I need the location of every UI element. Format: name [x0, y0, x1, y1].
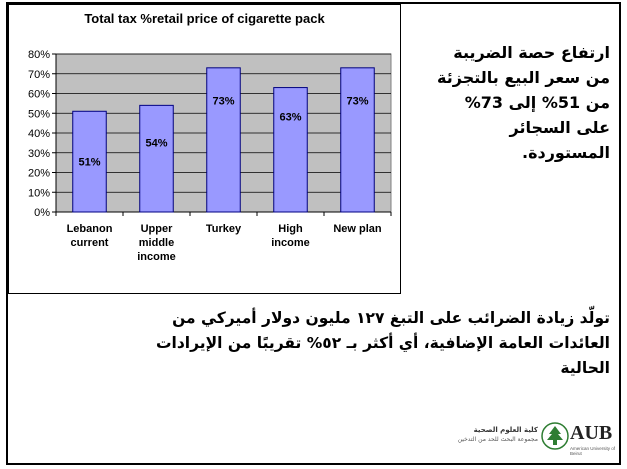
logo-arabic-line1: كلية العلوم الصحية [473, 426, 538, 434]
side-text-line: على السجائر [509, 118, 611, 137]
x-tick-label-line: Turkey [206, 223, 242, 235]
x-tick-label: High income [271, 223, 310, 249]
y-tick-label: 60% [28, 89, 50, 101]
logo-name: AUB [570, 422, 613, 444]
data-label: 73% [212, 96, 234, 108]
x-tick-label: New plan [333, 223, 382, 235]
chart-title: Total tax %retail price of cigarette pac… [84, 11, 325, 26]
x-tick-label-line: current [71, 237, 109, 249]
x-tick-label-line: New plan [333, 223, 382, 235]
x-tick-label-line: High [278, 223, 303, 235]
bar [72, 110, 107, 213]
x-tick-label-line: Lebanon [67, 223, 113, 235]
side-text-line: من سعر البيع بالتجزئة [437, 68, 610, 87]
logo-subtitle: American University of Beirut [570, 446, 616, 456]
y-tick-label: 20% [28, 168, 50, 180]
logo-arabic-line2: مجموعة البحث للحد من التدخين [457, 436, 538, 443]
data-label: 73% [346, 96, 368, 108]
x-tick-label: Upper middle income [137, 223, 176, 263]
bar [206, 67, 241, 213]
y-tick-label: 50% [28, 108, 50, 120]
bottom-text-line: الحالية [560, 359, 610, 377]
data-label: 63% [279, 111, 301, 123]
cedar-tree-icon [541, 422, 569, 450]
y-tick-label: 40% [28, 128, 50, 140]
side-text-line: من 51% إلى 73% [464, 93, 610, 112]
x-tick-label-line: middle [139, 237, 174, 249]
data-label: 54% [145, 138, 167, 150]
y-tick-label: 70% [28, 69, 50, 81]
x-tick-label: Lebanon current [67, 223, 113, 249]
bottom-text: تولّد زيادة الضرائب على التبغ ١٢٧ مليون … [22, 306, 610, 381]
y-tick-label: 80% [28, 49, 50, 61]
aub-logo: كلية العلوم الصحية مجموعة البحث للحد من … [430, 418, 616, 462]
side-text-line: المستوردة. [521, 143, 610, 162]
y-tick-label: 10% [28, 187, 50, 199]
logo-arabic-text: كلية العلوم الصحية مجموعة البحث للحد من … [430, 426, 538, 443]
chart-panel: Total tax %retail price of cigarette pac… [8, 4, 401, 294]
data-label: 51% [78, 157, 100, 169]
side-text-line: ارتفاع حصة الضريبة [453, 43, 610, 62]
x-tick-label: Turkey [206, 223, 242, 235]
bar [273, 87, 308, 213]
bottom-text-line: تولّد زيادة الضرائب على التبغ ١٢٧ مليون … [172, 309, 610, 327]
y-tick-label: 30% [28, 148, 50, 160]
bar-chart: 0% 10% 20% 30% 40% 50% 60% 70% 80% 51% Lebanon curr… [28, 49, 392, 263]
bottom-text-line: العائدات العامة الإضافية، أي أكثر بـ ٥٢%… [155, 334, 610, 352]
bar [139, 104, 174, 213]
x-tick-label-line: income [271, 237, 310, 249]
x-tick-label-line: Upper [141, 223, 174, 235]
x-tick-label-line: income [137, 251, 176, 263]
slide-frame [6, 2, 621, 465]
y-tick-label: 0% [34, 207, 50, 219]
side-text: ارتفاع حصة الضريبة من سعر البيع بالتجزئة… [410, 40, 610, 165]
bar [340, 67, 375, 213]
